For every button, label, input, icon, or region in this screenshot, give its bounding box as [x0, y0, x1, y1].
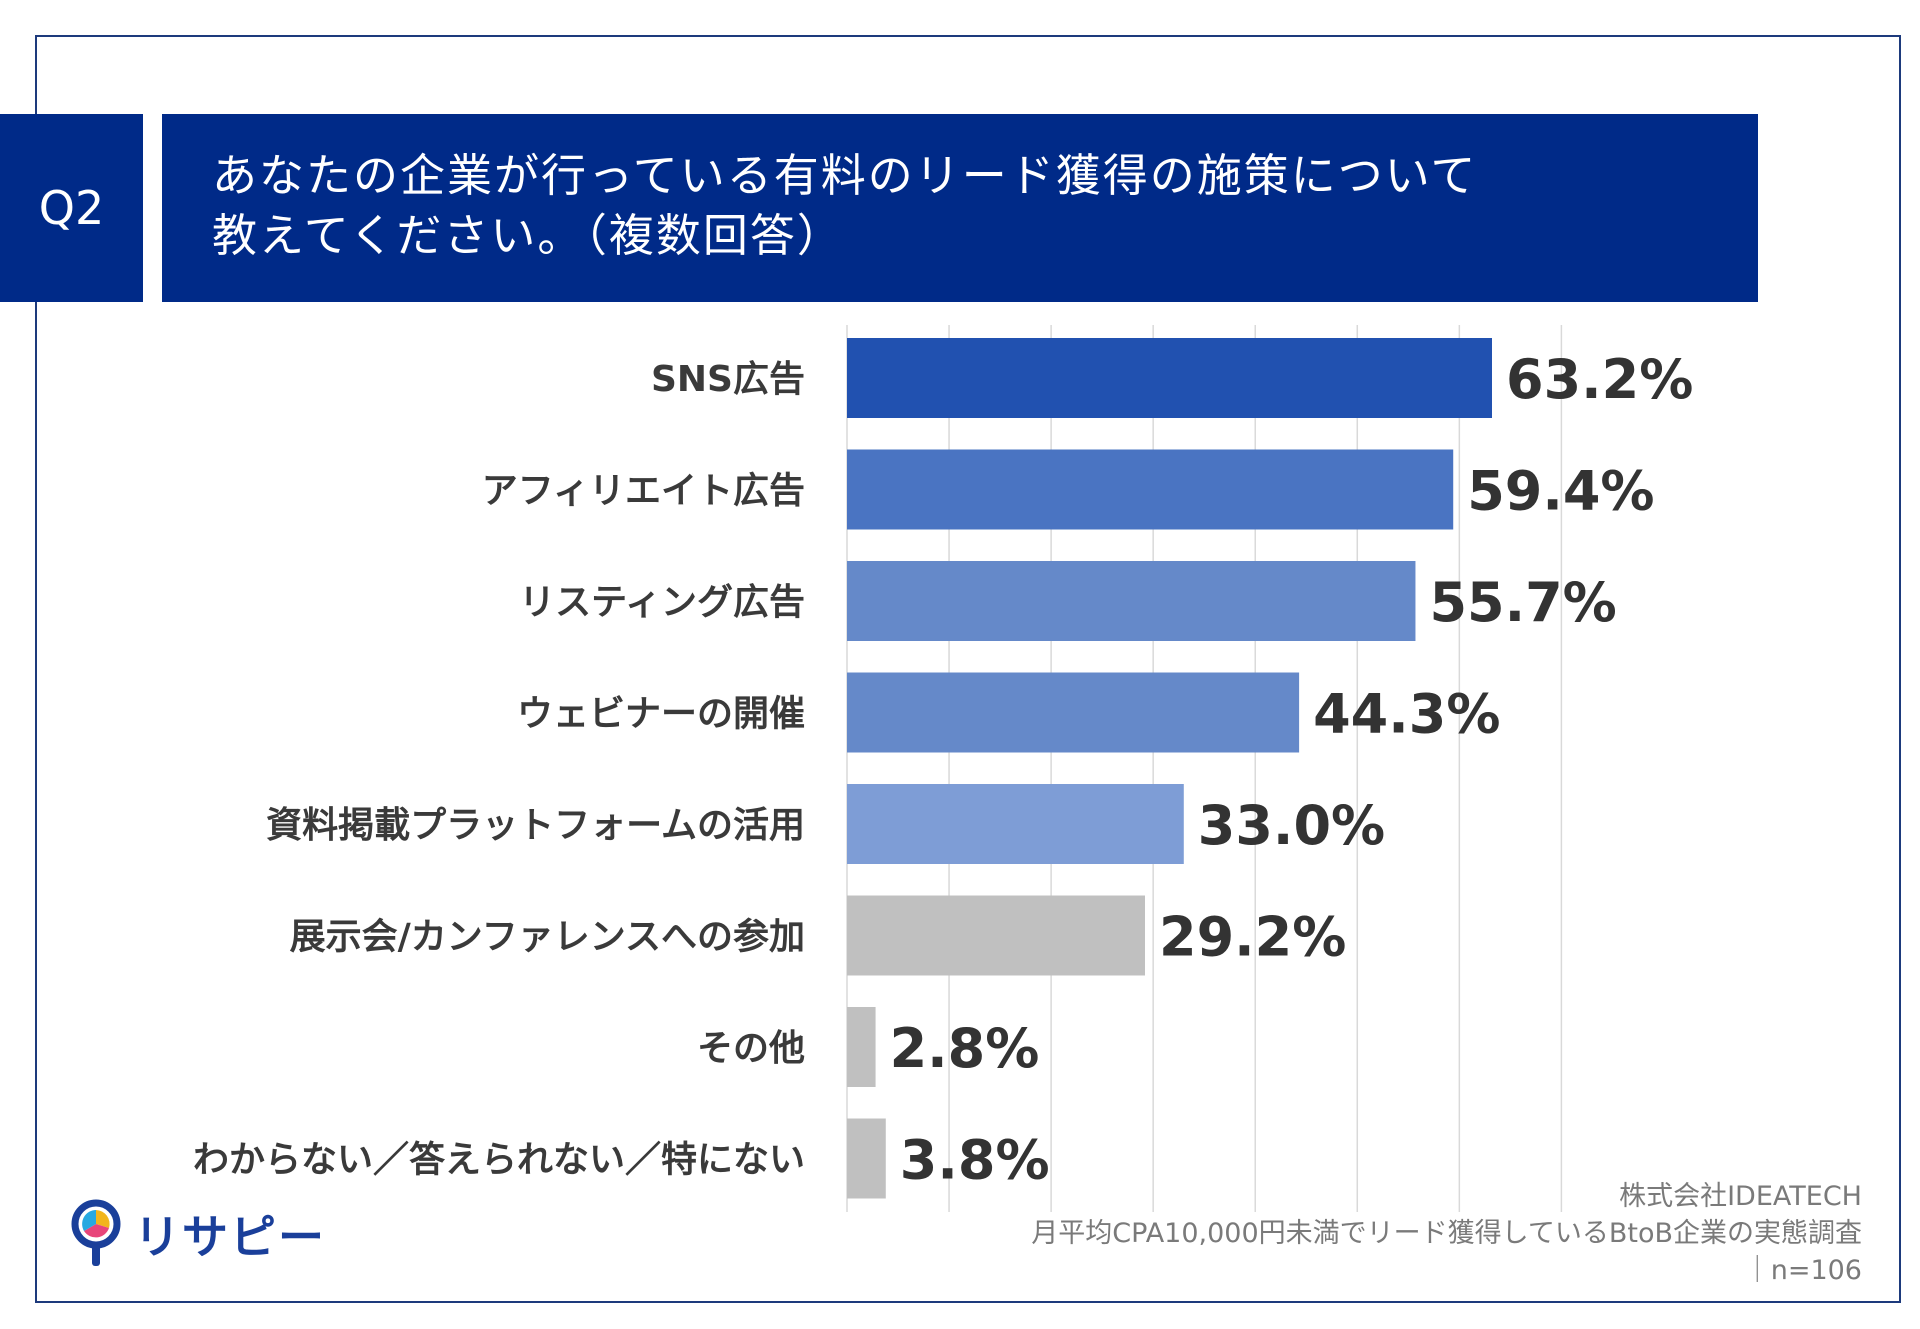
- brand-logo: リサピー: [68, 1198, 326, 1270]
- value-label: 63.2%: [1506, 348, 1693, 411]
- value-label: 44.3%: [1313, 683, 1500, 746]
- bar: [847, 561, 1416, 641]
- question-title: あなたの企業が行っている有料のリード獲得の施策について 教えてください。（複数回…: [162, 114, 1758, 302]
- bar: [847, 449, 1454, 530]
- value-label: 2.8%: [890, 1017, 1040, 1080]
- sample-size: ｜n=106: [1743, 1255, 1862, 1286]
- bar: [847, 784, 1184, 864]
- category-label: 資料掲載プラットフォームの活用: [266, 805, 805, 846]
- value-label: 29.2%: [1159, 906, 1346, 969]
- category-label: その他: [697, 1028, 805, 1069]
- logo-text: リサピー: [134, 1210, 326, 1264]
- bar: [847, 1007, 876, 1087]
- question-number: Q2: [0, 114, 143, 302]
- category-label: わからない／答えられない／特にない: [193, 1140, 805, 1181]
- question-title-line2: 教えてください。（複数回答）: [212, 209, 844, 262]
- bar: [847, 895, 1146, 976]
- category-label: 展示会/カンファレンスへの参加: [290, 917, 805, 958]
- value-label: 3.8%: [900, 1129, 1050, 1192]
- bar: [847, 338, 1492, 418]
- value-label: 55.7%: [1429, 571, 1616, 634]
- category-label: ウェビナーの開催: [517, 694, 805, 735]
- chart-frame: [35, 35, 1901, 1303]
- survey-name: 月平均CPA10,000円未満でリード獲得しているBtoB企業の実態調査: [1031, 1218, 1862, 1249]
- bar: [847, 1118, 886, 1199]
- question-title-line1: あなたの企業が行っている有料のリード獲得の施策について: [212, 149, 1478, 202]
- category-label: リスティング広告: [519, 582, 805, 623]
- category-label: SNS広告: [651, 359, 805, 400]
- category-label: アフィリエイト広告: [482, 471, 805, 512]
- company-name: 株式会社IDEATECH: [1619, 1181, 1862, 1212]
- bar: [847, 672, 1300, 753]
- value-label: 33.0%: [1198, 794, 1385, 857]
- credits: 株式会社IDEATECH 月平均CPA10,000円未満でリード獲得しているBt…: [1031, 1178, 1862, 1289]
- value-label: 59.4%: [1467, 460, 1654, 523]
- magnifier-logo-icon: [71, 1199, 121, 1266]
